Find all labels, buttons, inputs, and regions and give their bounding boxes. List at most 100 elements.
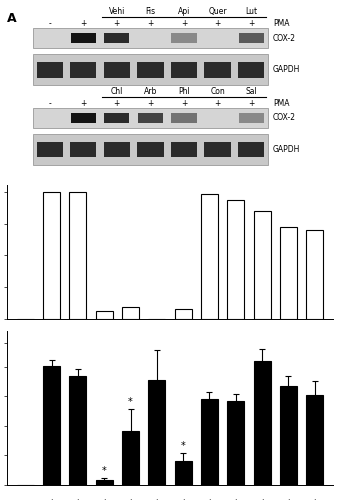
Text: +: + <box>180 331 186 340</box>
Text: -: - <box>48 19 51 28</box>
Bar <box>96 310 113 320</box>
Text: -: - <box>24 331 27 340</box>
Text: Lut: Lut <box>177 342 189 351</box>
Bar <box>171 62 197 78</box>
Text: COX-2: COX-2 <box>273 34 296 42</box>
Bar <box>104 62 130 78</box>
Bar <box>138 113 163 123</box>
Text: Chl: Chl <box>203 342 216 351</box>
Bar <box>96 480 113 485</box>
Bar <box>33 54 268 86</box>
Text: GAPDH: GAPDH <box>273 145 300 154</box>
Text: +: + <box>48 331 55 340</box>
Bar <box>104 33 130 43</box>
Text: PMA: PMA <box>273 19 289 28</box>
Bar <box>71 113 96 123</box>
Text: Arb: Arb <box>229 342 242 351</box>
Text: GAPDH: GAPDH <box>273 65 300 74</box>
Text: +: + <box>259 498 265 500</box>
Bar <box>238 142 264 158</box>
Text: A: A <box>7 12 16 24</box>
Text: +: + <box>311 331 318 340</box>
Text: Fis: Fis <box>99 342 109 351</box>
Bar <box>239 113 264 123</box>
Text: +: + <box>215 99 221 108</box>
Bar <box>280 386 297 485</box>
Text: +: + <box>80 19 86 28</box>
Text: +: + <box>259 331 265 340</box>
Text: +: + <box>233 498 239 500</box>
Bar <box>33 108 268 128</box>
Bar <box>33 134 268 166</box>
Text: Con: Con <box>281 342 296 351</box>
Text: +: + <box>75 331 81 340</box>
Bar <box>175 462 192 485</box>
Text: Con: Con <box>210 86 225 96</box>
Bar <box>70 62 96 78</box>
Text: +: + <box>181 99 187 108</box>
Bar <box>227 401 244 485</box>
Text: -: - <box>24 498 27 500</box>
Bar <box>33 28 268 48</box>
Bar <box>204 62 231 78</box>
Text: +: + <box>285 331 292 340</box>
Bar <box>239 33 264 43</box>
Text: +: + <box>248 99 254 108</box>
Text: +: + <box>248 19 254 28</box>
Bar <box>171 113 197 123</box>
Text: +: + <box>180 498 186 500</box>
Text: +: + <box>181 19 187 28</box>
Bar <box>137 62 164 78</box>
Bar <box>171 33 197 43</box>
Text: Quer: Quer <box>208 7 227 16</box>
Text: +: + <box>206 498 213 500</box>
Text: +: + <box>154 498 160 500</box>
Text: +: + <box>311 498 318 500</box>
Text: Sal: Sal <box>309 342 321 351</box>
Bar <box>148 380 165 485</box>
Bar <box>171 142 197 158</box>
Text: +: + <box>101 331 107 340</box>
Bar <box>306 230 323 320</box>
Text: Chl: Chl <box>110 86 123 96</box>
Text: Sal: Sal <box>245 86 257 96</box>
Text: +: + <box>114 99 120 108</box>
Text: +: + <box>127 498 134 500</box>
Text: Phl: Phl <box>256 342 268 351</box>
Bar <box>280 228 297 320</box>
Bar <box>122 430 139 485</box>
Bar <box>69 192 86 320</box>
Text: Api: Api <box>124 342 137 351</box>
Text: Fis: Fis <box>146 7 155 16</box>
Bar <box>37 142 63 158</box>
Text: +: + <box>114 19 120 28</box>
Bar <box>254 361 271 485</box>
Bar <box>137 142 164 158</box>
Text: +: + <box>147 19 154 28</box>
Text: Phl: Phl <box>178 86 190 96</box>
Bar <box>238 62 264 78</box>
Text: +: + <box>101 498 107 500</box>
Text: Lut: Lut <box>245 7 257 16</box>
Bar <box>71 33 96 43</box>
Text: +: + <box>80 99 86 108</box>
Bar <box>69 376 86 485</box>
Bar <box>201 399 218 485</box>
Text: +: + <box>233 331 239 340</box>
Text: PMA: PMA <box>273 99 289 108</box>
Text: *: * <box>181 441 186 451</box>
Bar <box>122 306 139 320</box>
Text: Api: Api <box>178 7 190 16</box>
Bar <box>201 194 218 320</box>
Text: Vehi: Vehi <box>109 7 125 16</box>
Text: Veh: Veh <box>71 342 85 351</box>
Text: +: + <box>215 19 221 28</box>
Text: COX-2: COX-2 <box>273 114 296 122</box>
Bar <box>254 210 271 320</box>
Bar <box>37 62 63 78</box>
Bar <box>43 366 60 485</box>
Text: +: + <box>285 498 292 500</box>
Bar <box>306 396 323 485</box>
Text: +: + <box>75 498 81 500</box>
Bar <box>70 142 96 158</box>
